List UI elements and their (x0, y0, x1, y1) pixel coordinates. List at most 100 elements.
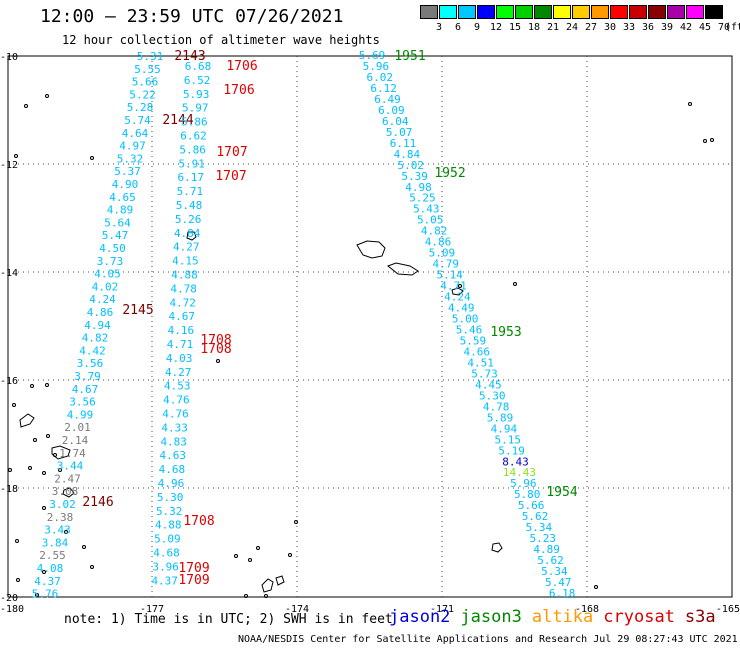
satellite-name: jason2 (389, 607, 451, 627)
swh-value: 3.56 (77, 357, 104, 370)
island-dot (256, 546, 260, 550)
legend-label: 21 (546, 22, 560, 33)
swh-value: 4.84 (174, 227, 201, 240)
swh-value: 4.27 (165, 366, 192, 379)
legend-swatch (572, 5, 590, 19)
swh-value: 5.30 (157, 491, 184, 504)
island-dot (45, 383, 49, 387)
swh-value: 6.11 (390, 137, 417, 150)
lon-tick-label: -171 (430, 604, 454, 615)
island-dot (8, 468, 12, 472)
footer-note: note: 1) Time is in UTC; 2) SWH is in fe… (64, 612, 393, 627)
lat-tick-label: -12 (0, 160, 18, 171)
swh-value: 4.24 (444, 291, 471, 304)
legend-label: 12 (489, 22, 503, 33)
swh-value: 4.08 (37, 562, 64, 575)
swh-value: 4.42 (79, 344, 106, 357)
swh-value: 5.55 (134, 63, 161, 76)
island-dot (16, 578, 20, 582)
swh-value: 5.59 (460, 334, 487, 347)
legend-label: 36 (641, 22, 655, 33)
island-outline (387, 262, 419, 276)
time-label: 1706 (226, 59, 257, 74)
swh-value: 4.71 (167, 338, 194, 351)
swh-value: 4.68 (153, 547, 180, 560)
swh-value: 2.01 (64, 421, 91, 434)
swh-value: 5.14 (436, 269, 463, 282)
island-outline (261, 578, 274, 593)
swh-value: 5.22 (129, 88, 156, 101)
swh-value: 4.78 (483, 400, 510, 413)
swh-value: 5.43 (413, 203, 440, 216)
swh-value: 5.34 (526, 521, 553, 534)
swh-value: 5.91 (178, 157, 205, 170)
swh-value: 5.69 (359, 49, 386, 62)
time-label: 1952 (434, 166, 465, 181)
swh-value: 5.47 (102, 229, 129, 242)
swh-value: 4.65 (109, 191, 136, 204)
swh-value: 5.80 (514, 488, 541, 501)
legend-label: 70 (717, 22, 731, 33)
swh-value: 4.98 (405, 181, 432, 194)
swh-value: 14.43 (503, 466, 536, 479)
swh-value: 4.82 (421, 225, 448, 238)
swh-value: 6.62 (180, 130, 207, 143)
island-dot (42, 570, 46, 574)
swh-value: 4.49 (448, 302, 475, 315)
swh-value: 5.05 (417, 214, 444, 227)
swh-value: 5.32 (156, 505, 183, 518)
swh-value: 5.02 (398, 159, 425, 172)
swh-value: 5.86 (181, 116, 208, 129)
island-dot (703, 139, 707, 143)
swh-value: 4.78 (170, 282, 197, 295)
island-dot (33, 438, 37, 442)
swh-value: 3.73 (97, 255, 124, 268)
swh-value: 4.67 (169, 310, 196, 323)
lat-tick-label: -20 (0, 593, 18, 604)
swh-value: 4.24 (89, 293, 116, 306)
island-dot (294, 520, 298, 524)
island-outline (491, 542, 503, 553)
legend-swatch (610, 5, 628, 19)
lon-tick-label: -177 (140, 604, 164, 615)
lon-tick-label: -174 (285, 604, 309, 615)
island-dot (24, 104, 28, 108)
swh-value: 4.84 (394, 148, 421, 161)
time-label: 1708 (183, 514, 214, 529)
time-label: 1707 (216, 145, 247, 160)
swh-value: 4.89 (107, 204, 134, 217)
swh-value: 5.66 (518, 499, 545, 512)
island-dot (216, 359, 220, 363)
legend-swatch (420, 5, 438, 19)
swh-value: 5.09 (154, 533, 181, 546)
legend-swatch (515, 5, 533, 19)
swh-value: 4.88 (155, 519, 182, 532)
swh-value: 4.79 (432, 258, 459, 271)
swh-value: 5.15 (495, 433, 522, 446)
legend-label: 9 (473, 22, 481, 33)
swh-value: 4.16 (168, 324, 195, 337)
swh-value: 6.09 (378, 104, 405, 117)
swh-value: 4.45 (475, 378, 502, 391)
swh-value: 4.37 (151, 574, 178, 587)
swh-value: 4.68 (159, 463, 186, 476)
swh-value: 5.09 (429, 247, 456, 260)
island-dot (42, 506, 46, 510)
swh-value: 4.63 (160, 449, 187, 462)
island-dot (14, 154, 18, 158)
lat-tick-label: -10 (0, 52, 18, 63)
time-label: 1953 (490, 325, 521, 340)
swh-value: 4.27 (173, 241, 200, 254)
island-dot (248, 558, 252, 562)
swh-value: 4.64 (122, 127, 149, 140)
island-outline (51, 445, 71, 460)
swh-value: 5.86 (179, 143, 206, 156)
legend-label: 6 (454, 22, 462, 33)
credit-line: NOAA/NESDIS Center for Satellite Applica… (238, 634, 738, 645)
swh-value: 6.12 (370, 82, 397, 95)
swh-value: 4.03 (166, 352, 193, 365)
time-label: 1951 (394, 49, 425, 64)
swh-value: 5.34 (541, 565, 568, 578)
time-label: 2143 (174, 49, 205, 64)
swh-value: 5.19 (498, 444, 525, 457)
